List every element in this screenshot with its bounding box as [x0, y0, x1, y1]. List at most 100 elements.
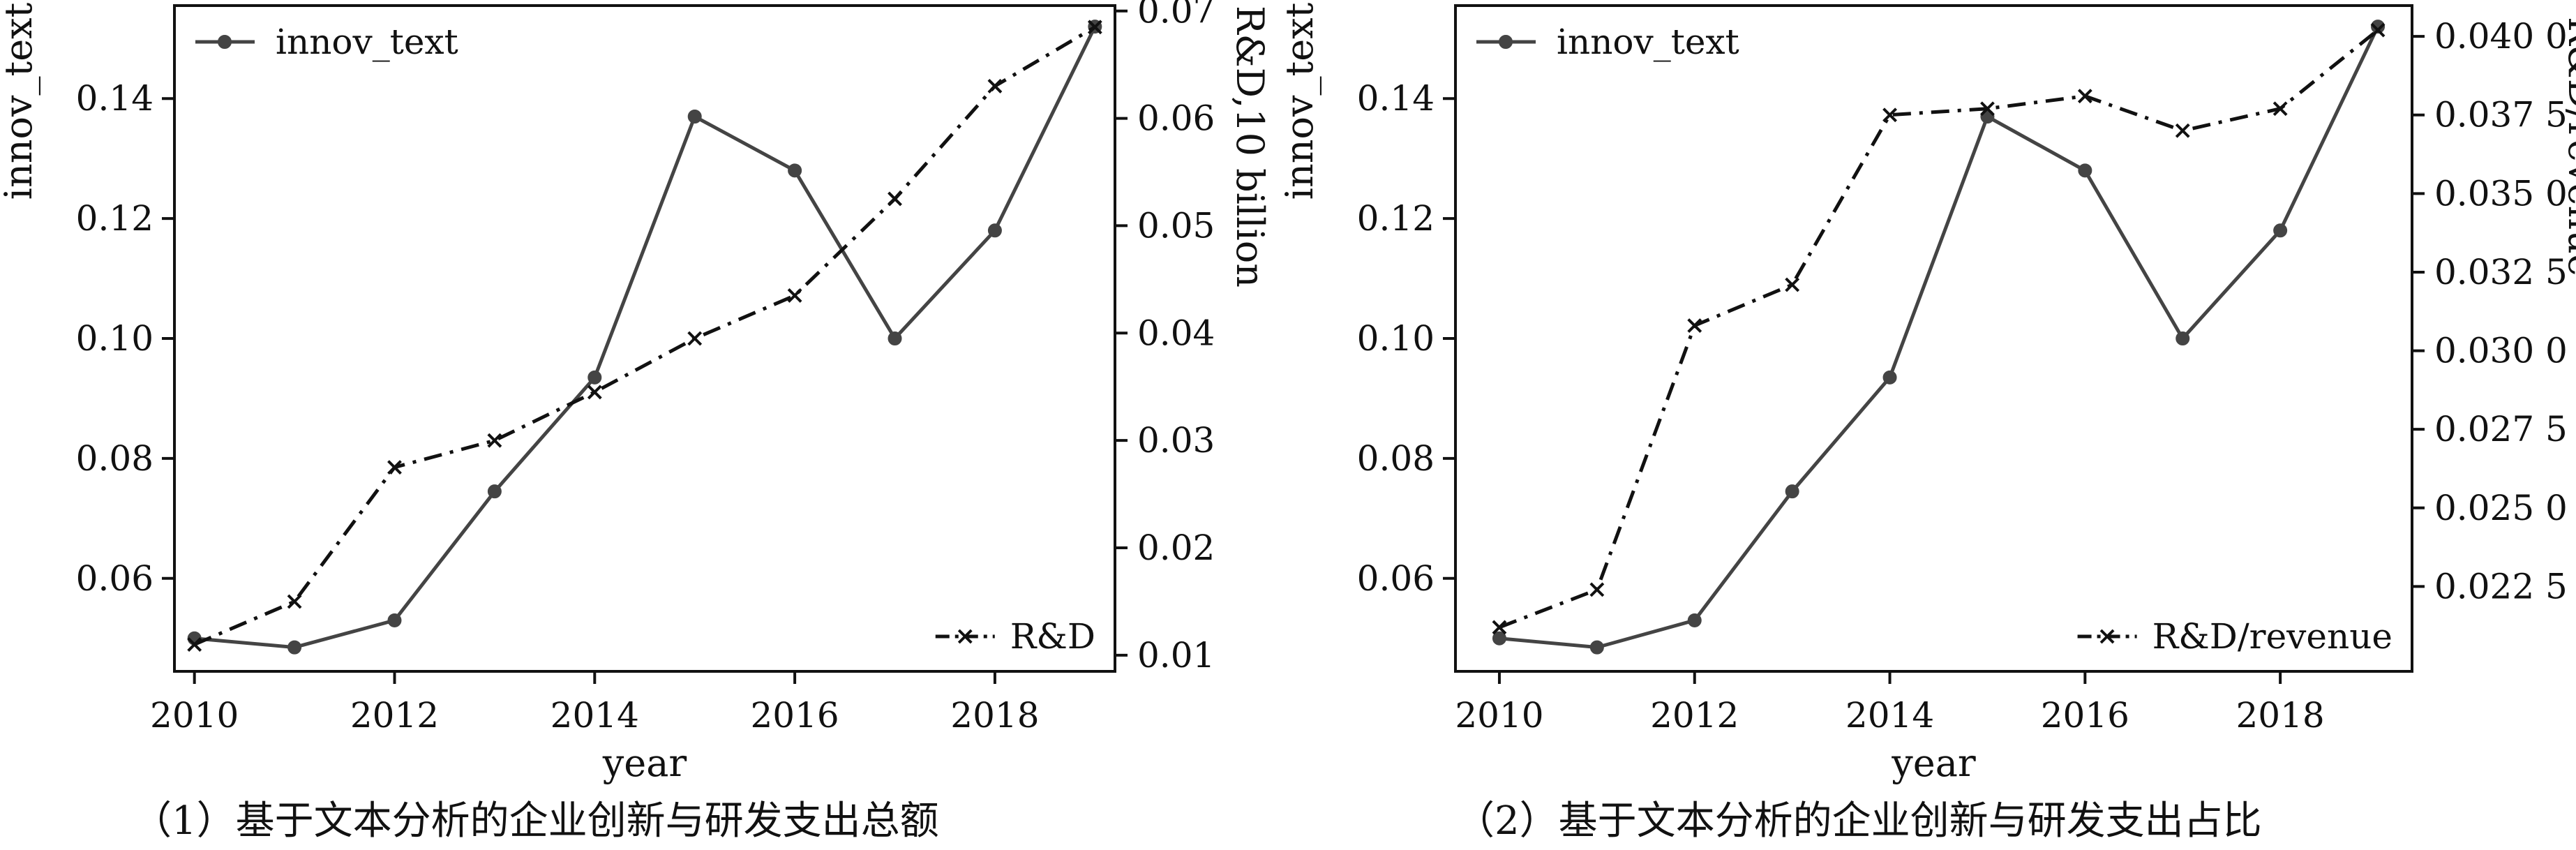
data-point-left [487, 484, 502, 499]
right-y-tick-label: 0.025 0 [2434, 488, 2568, 528]
data-point-left [2176, 331, 2190, 345]
data-point-right-stroke-b [1687, 318, 1702, 333]
data-point-right-stroke-b [987, 78, 1003, 94]
legend-label-innov-text: innov_text [1557, 22, 1739, 62]
data-point-right-stroke-b [487, 433, 502, 448]
left-y-tick-label: 0.06 [76, 558, 153, 599]
data-point-right [687, 331, 703, 346]
data-point-left [387, 613, 402, 627]
series-line-innov-text [1499, 26, 2380, 650]
series-line-rd [193, 25, 1096, 646]
data-point-left [1589, 640, 1604, 655]
data-point-left [888, 331, 902, 345]
data-point-right-stroke-b [787, 288, 802, 303]
data-point-right-stroke-b [1087, 20, 1102, 35]
data-point-right-stroke-b [587, 385, 602, 400]
data-point-right-stroke-b [1589, 582, 1605, 597]
right-y-tick-label: 0.03 [1137, 420, 1215, 461]
right-y-tick-label: 0.01 [1137, 635, 1215, 676]
data-point-right [187, 637, 202, 652]
legend-label-rd: R&D [1010, 616, 1095, 657]
data-point-right [1087, 20, 1102, 35]
data-point-right [888, 191, 902, 207]
data-point-right [287, 594, 302, 609]
plot-frame [173, 4, 1116, 673]
data-point-right [2077, 89, 2092, 104]
left-y-tick-label: 0.12 [76, 198, 153, 239]
data-point-right [1882, 107, 1897, 123]
right-y-tick-label: 0.030 0 [2434, 331, 2568, 371]
x-tick-label: 2014 [1845, 695, 1934, 736]
left-y-tick-label: 0.08 [1357, 438, 1435, 479]
x-tick-label: 2012 [1650, 695, 1739, 736]
data-point-right-stroke-b [2175, 123, 2190, 138]
data-point-right [587, 385, 602, 400]
data-point-right [1492, 620, 1507, 635]
legend-marker-rd [957, 629, 973, 644]
data-point-right [2370, 22, 2386, 38]
figure-caption: （2）基于文本分析的企业创新与研发支出占比 [1455, 798, 2262, 844]
data-point-right-stroke-b [187, 637, 202, 652]
data-point-right-stroke-b [888, 191, 902, 207]
data-point-left [2078, 163, 2092, 178]
data-point-left [587, 370, 602, 385]
data-point-right [1980, 101, 1995, 117]
data-point-left [1492, 631, 1506, 646]
legend-marker-rd [2099, 629, 2115, 644]
left-y-tick-label: 0.10 [1357, 318, 1435, 359]
series-line-innov-text [194, 25, 1097, 650]
series-line-rd [1499, 29, 2379, 629]
x-tick-label: 2018 [2236, 695, 2325, 736]
data-point-right-stroke-b [1492, 620, 1507, 635]
data-point-left [2371, 20, 2386, 34]
right-y-tick-label: 0.040 0 [2434, 16, 2568, 57]
data-point-right [987, 78, 1003, 94]
legend-label-innov-text: innov_text [276, 22, 458, 62]
chart-1: 2010 2012 2014 2016 2018 year 0.06 0.08 0.10 0.12… [0, 0, 1272, 844]
data-point-left [1785, 484, 1799, 499]
legend-marker-innov-text [1499, 35, 1513, 49]
right-y-tick-label: 0.032 5 [2434, 252, 2568, 292]
data-point-right-stroke-b [2077, 89, 2092, 104]
left-y-tick-label: 0.14 [76, 78, 153, 119]
x-tick-label: 2016 [750, 695, 839, 736]
right-y-tick-label: 0.02 [1137, 528, 1215, 568]
legend-marker-innov-text [218, 35, 232, 49]
data-point-left [1882, 370, 1897, 385]
x-axis-title: year [602, 741, 687, 785]
data-point-right-stroke-b [1882, 107, 1897, 123]
left-y-tick-label: 0.06 [1357, 558, 1435, 599]
legend-marker-rd-stroke-b [957, 629, 973, 644]
data-point-left [287, 640, 302, 655]
data-point-right [387, 460, 402, 475]
left-y-axis-title: innov_text [1278, 2, 1321, 200]
right-y-tick-label: 0.037 5 [2434, 95, 2568, 135]
data-point-right [487, 433, 502, 448]
legend-marker-rd-stroke-b [2099, 629, 2115, 644]
right-y-tick-label: 0.027 5 [2434, 409, 2568, 449]
data-point-right [1687, 318, 1702, 333]
left-y-tick-label: 0.12 [1357, 198, 1435, 239]
figure-caption: （1）基于文本分析的企业创新与研发支出总额 [133, 798, 939, 844]
right-y-tick-label: 0.022 5 [2434, 566, 2568, 606]
left-y-tick-label: 0.08 [76, 438, 153, 479]
right-y-axis-title: R&D/revenue [2560, 17, 2576, 276]
data-point-right [2272, 101, 2288, 117]
data-point-left [987, 223, 1002, 238]
legend-label-rd: R&D/revenue [2152, 616, 2392, 657]
right-y-tick-label: 0.06 [1137, 98, 1215, 139]
x-tick-label: 2010 [150, 695, 239, 736]
data-point-right-stroke-b [387, 460, 402, 475]
data-point-right [1589, 582, 1605, 597]
data-point-right-stroke-b [1980, 101, 1995, 117]
data-point-left [1687, 613, 1702, 627]
plot-frame [1454, 4, 2413, 673]
data-point-right [2175, 123, 2190, 138]
data-point-right [1785, 277, 1800, 292]
data-point-left [2273, 223, 2288, 238]
x-tick-label: 2010 [1455, 695, 1543, 736]
left-y-tick-label: 0.10 [76, 318, 153, 359]
right-y-tick-label: 0.07 [1137, 0, 1215, 31]
left-y-tick-label: 0.14 [1357, 78, 1435, 119]
